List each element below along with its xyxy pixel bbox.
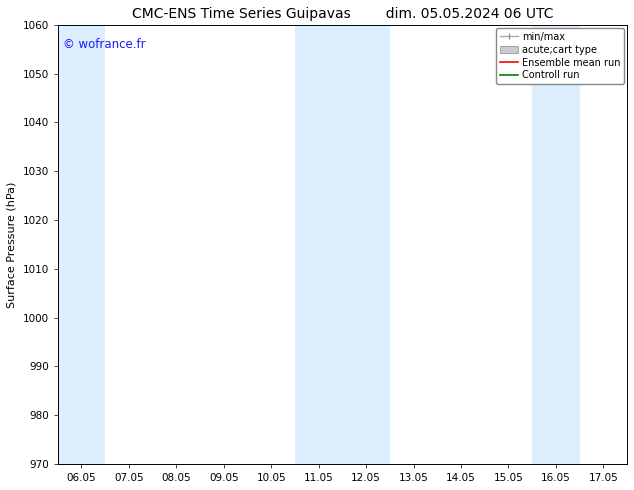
Text: © wofrance.fr: © wofrance.fr [63,38,146,51]
Bar [532,25,579,464]
Bar [295,25,390,464]
Bar [58,25,105,464]
Y-axis label: Surface Pressure (hPa): Surface Pressure (hPa) [7,181,17,308]
Title: CMC-ENS Time Series Guipavas        dim. 05.05.2024 06 UTC: CMC-ENS Time Series Guipavas dim. 05.05.… [132,7,553,21]
Legend: min/max, acute;cart type, Ensemble mean run, Controll run: min/max, acute;cart type, Ensemble mean … [496,28,624,84]
